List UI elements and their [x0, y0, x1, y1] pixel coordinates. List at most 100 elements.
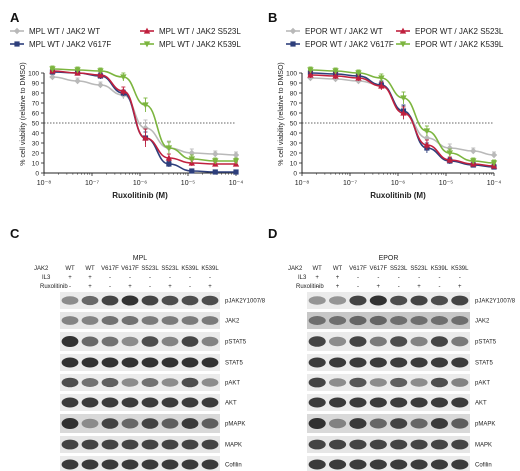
- legend-label: EPOR WT / JAK2 S523L: [415, 27, 504, 36]
- header-label-jak2: JAK2: [288, 266, 303, 272]
- lane-ruxolitinib-status: +: [128, 284, 132, 290]
- blot-band: [430, 397, 448, 408]
- blot-band: [181, 377, 199, 388]
- series-1: [49, 69, 239, 175]
- lane-jak2-genotype: S523L: [141, 266, 159, 272]
- blot-band: [201, 357, 219, 368]
- data-point: [120, 74, 127, 81]
- data-point: [212, 169, 218, 175]
- blot-band: [61, 418, 79, 429]
- x-tick-label: 10⁻⁷: [85, 180, 99, 187]
- blot-band: [201, 418, 219, 429]
- blot-band: [121, 316, 139, 325]
- blot-strip: [60, 374, 220, 391]
- blot-band: [451, 418, 469, 429]
- lane-ruxolitinib-status: -: [69, 284, 71, 290]
- x-tick-label: 10⁻⁶: [133, 180, 147, 187]
- data-point: [166, 161, 172, 167]
- lane-jak2-genotype: V617F: [349, 266, 367, 272]
- blot-band: [81, 295, 99, 306]
- blot-band: [161, 357, 179, 368]
- lane-ruxolitinib-status: +: [377, 284, 381, 290]
- blot-band: [451, 357, 469, 368]
- blot-band: [430, 459, 448, 470]
- blot-strip: [307, 374, 470, 391]
- y-tick-label: 80: [290, 90, 298, 97]
- blot-band: [329, 418, 347, 429]
- blot-band: [349, 418, 367, 429]
- blot-band: [329, 316, 347, 325]
- series-3: [49, 65, 240, 165]
- band-label: STAT5: [475, 361, 493, 367]
- blot-band: [349, 315, 367, 326]
- blot-band: [430, 316, 448, 325]
- y-tick-label: 50: [290, 120, 298, 127]
- band-label: MAPK: [475, 443, 492, 449]
- blot-band: [329, 336, 347, 347]
- lane-il3-status: +: [88, 275, 92, 281]
- blot-title: EPOR: [379, 255, 399, 262]
- blot-band: [308, 439, 326, 450]
- panel-label-b: B: [268, 10, 277, 25]
- header-label-ruxolitinib: Ruxolitinib: [40, 284, 68, 290]
- blot-band: [410, 378, 428, 387]
- legend-label: MPL WT / JAK2 V617F: [29, 40, 111, 49]
- blot-band: [161, 397, 179, 408]
- blot-band: [410, 336, 428, 347]
- panel-label-a: A: [10, 10, 20, 25]
- band-label: AKT: [475, 401, 487, 407]
- blot-band: [349, 377, 367, 388]
- blot-strip: [307, 312, 470, 329]
- lane-ruxolitinib-status: +: [336, 284, 340, 290]
- blot-band: [161, 295, 179, 306]
- blot-band: [141, 357, 159, 368]
- x-tick-label: 10⁻⁵: [439, 180, 453, 187]
- blot-band: [141, 418, 159, 429]
- lane-ruxolitinib-status: -: [109, 284, 111, 290]
- blot-d: EPOR JAK2 IL3 Ruxolitinib WT + - WT + + V617F - - V61…: [288, 255, 516, 471]
- blot-band: [390, 316, 408, 325]
- lane-jak2-genotype: S523L: [390, 266, 408, 272]
- blot-band: [308, 397, 326, 408]
- legend-label: MPL WT / JAK2 S523L: [159, 27, 241, 36]
- y-tick-label: 100: [286, 70, 297, 77]
- band-label: Cofilin: [475, 463, 492, 469]
- band-label: pMAPK: [225, 422, 245, 428]
- series-1: [307, 69, 497, 170]
- lane-il3-status: -: [377, 275, 379, 281]
- blot-band: [141, 295, 159, 306]
- lane-jak2-genotype: WT: [85, 266, 95, 272]
- blot-band: [181, 418, 199, 429]
- blot-strip: [60, 292, 220, 309]
- blot-band: [61, 397, 79, 408]
- blot-band: [390, 397, 408, 408]
- y-tick-label: 60: [290, 110, 298, 117]
- blot-band: [430, 418, 448, 429]
- blot-band: [201, 397, 219, 408]
- blot-strip: [307, 354, 470, 371]
- blot-band: [101, 336, 119, 347]
- blot-band: [121, 439, 139, 450]
- blot-band: [121, 295, 139, 306]
- band-label: Cofilin: [225, 463, 242, 469]
- blot-band: [430, 439, 448, 450]
- lane-il3-status: -: [129, 275, 131, 281]
- x-axis-label: Ruxolitinib (M): [112, 191, 168, 200]
- band-label: pMAPK: [475, 422, 495, 428]
- band-label: JAK2: [475, 319, 490, 325]
- data-point: [307, 71, 314, 78]
- blot-band: [141, 459, 159, 470]
- series-curve: [310, 77, 495, 156]
- lane-jak2-genotype: K539L: [181, 266, 199, 272]
- data-point: [490, 151, 498, 159]
- series-curve: [310, 72, 495, 168]
- lane-jak2-genotype: S523L: [410, 266, 428, 272]
- header-label-il3: IL3: [42, 275, 51, 281]
- blot-strip: [60, 354, 220, 371]
- blot-band: [308, 459, 326, 470]
- data-point: [446, 150, 454, 157]
- y-axis-label: % cell viability (relative to DMSO): [278, 62, 285, 165]
- series-curve: [310, 74, 495, 167]
- blot-title: MPL: [133, 255, 148, 262]
- blot-band: [181, 459, 199, 470]
